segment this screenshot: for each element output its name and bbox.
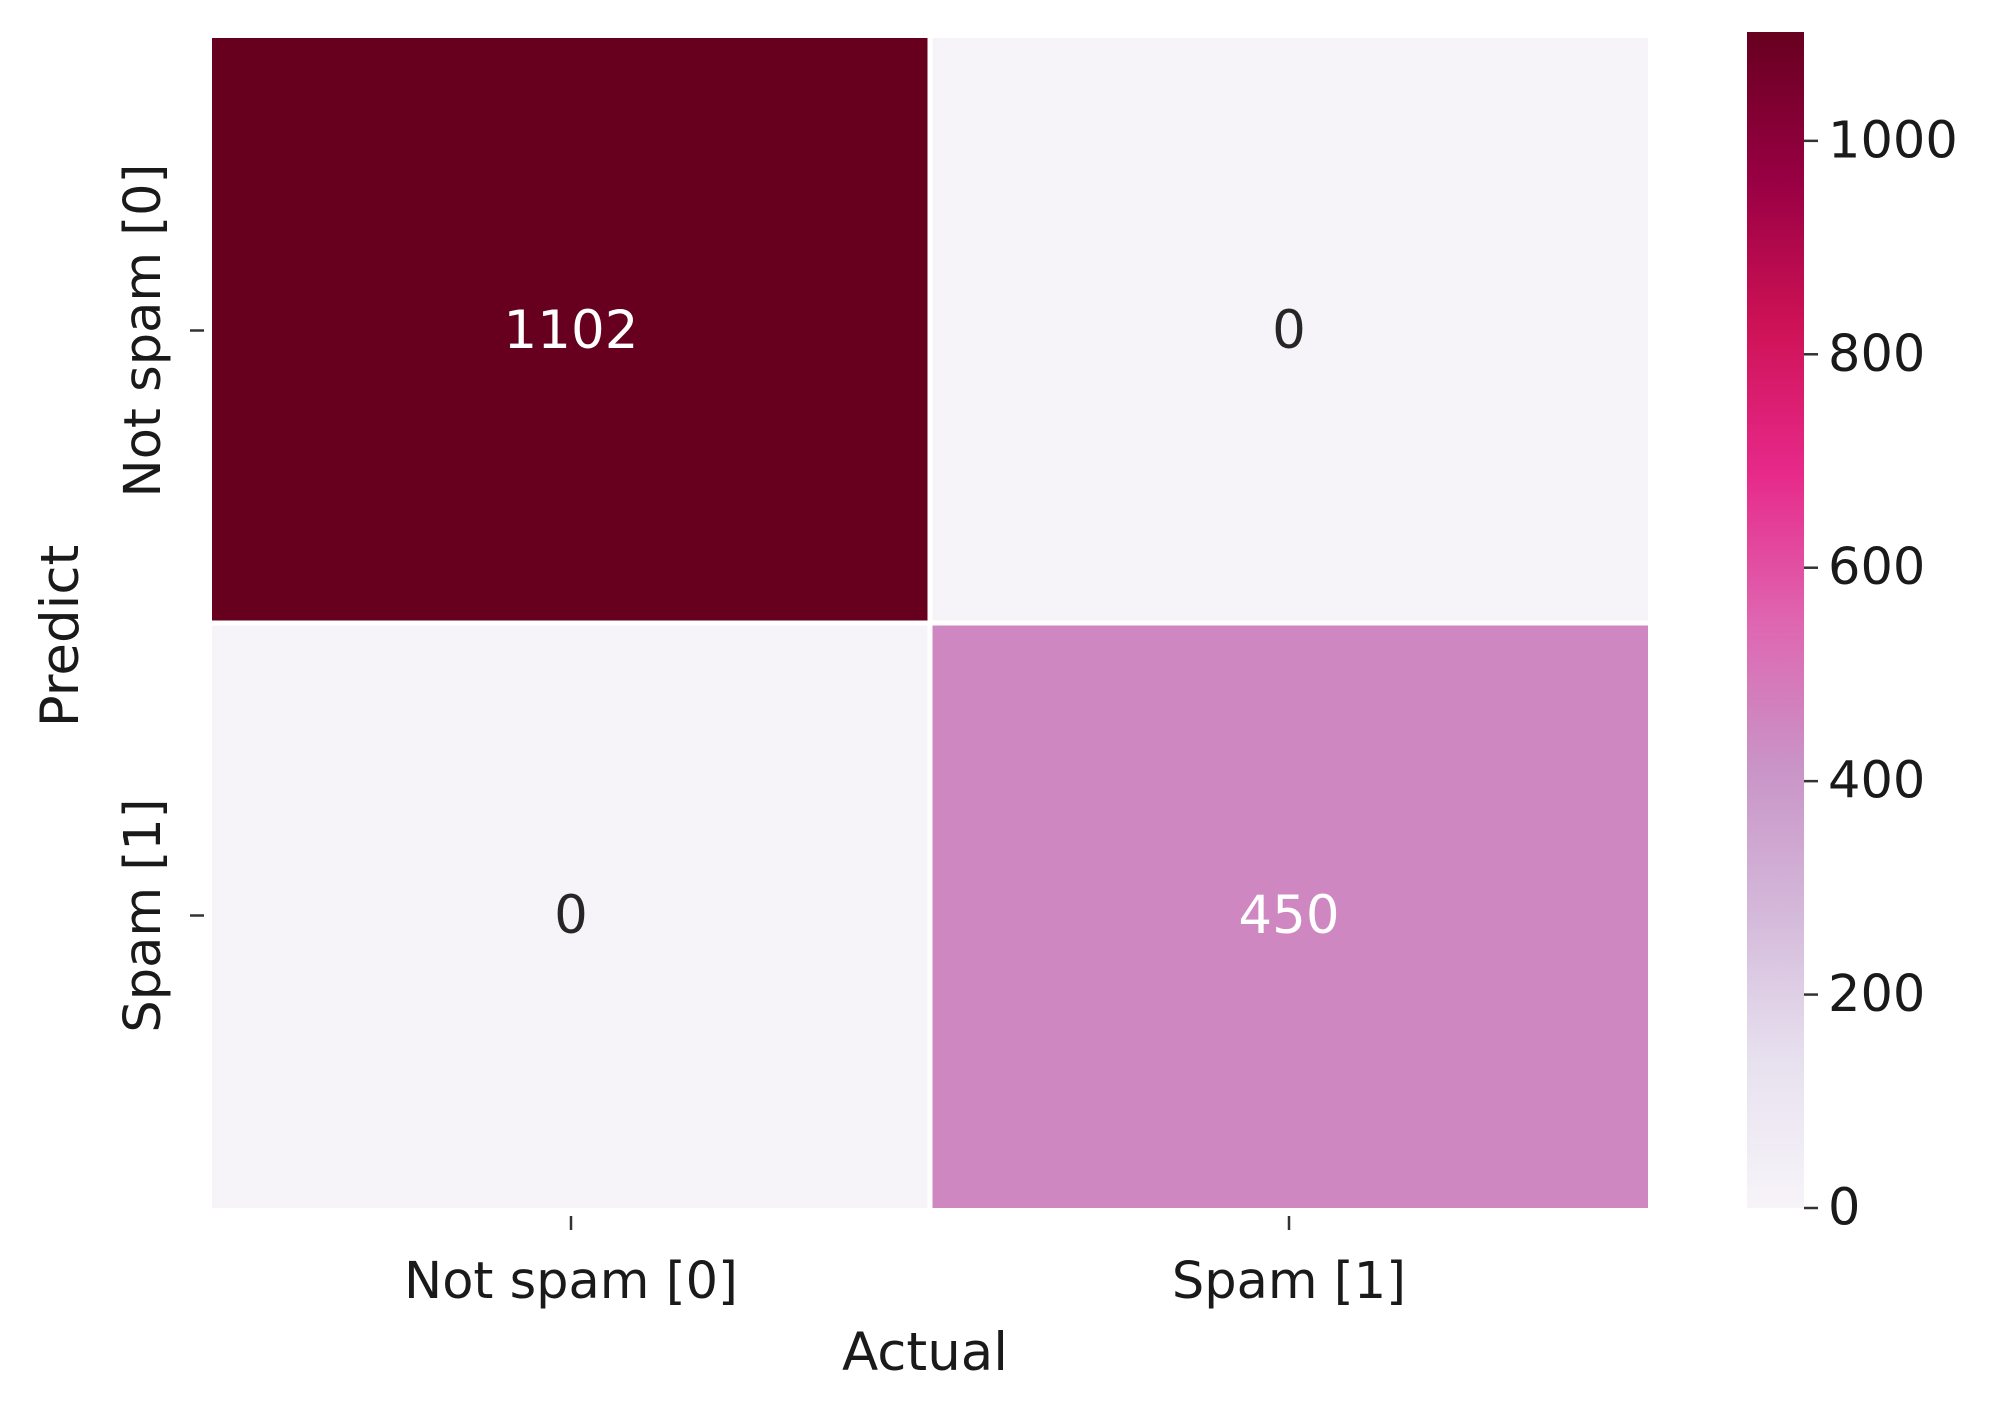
x-tick-label: Spam [1] — [1172, 1252, 1406, 1311]
colorbar-tick-label: 200 — [1828, 965, 1925, 1024]
x-axis-label: Actual — [842, 1322, 1008, 1383]
y-tick-label: Not spam [0] — [114, 164, 173, 498]
y-tick-label: Spam [1] — [114, 798, 173, 1032]
heatmap-cell-labels: 1102 0 0 450 — [504, 300, 1340, 946]
colorbar-tick-label: 800 — [1828, 325, 1925, 384]
heatmap-cell — [932, 38, 1648, 621]
heatmap-cell — [212, 38, 928, 621]
heatmap-cell-value: 450 — [1238, 885, 1339, 946]
colorbar-gradient — [1747, 32, 1804, 1208]
colorbar-tick-label: 0 — [1828, 1179, 1860, 1238]
x-axis-ticks: Not spam [0] Spam [1] — [404, 1216, 1406, 1311]
colorbar-tick-label: 600 — [1828, 538, 1925, 597]
colorbar: 0 200 400 600 800 1000 — [1747, 32, 1958, 1238]
heatmap-cell — [212, 625, 928, 1208]
heatmap-cell-value: 1102 — [504, 300, 639, 361]
heatmap-cell-value: 0 — [1272, 300, 1306, 361]
colorbar-ticks: 0 200 400 600 800 1000 — [1804, 111, 1958, 1238]
colorbar-tick-label: 400 — [1828, 752, 1925, 811]
y-axis-ticks: Not spam [0] Spam [1] — [114, 164, 204, 1033]
heatmap-cell-value: 0 — [554, 885, 588, 946]
heatmap-cells — [212, 38, 1648, 1208]
y-axis-label: Predict — [30, 545, 91, 728]
colorbar-tick-label: 1000 — [1828, 111, 1958, 170]
x-tick-label: Not spam [0] — [404, 1252, 738, 1311]
heatmap-cell — [932, 625, 1648, 1208]
